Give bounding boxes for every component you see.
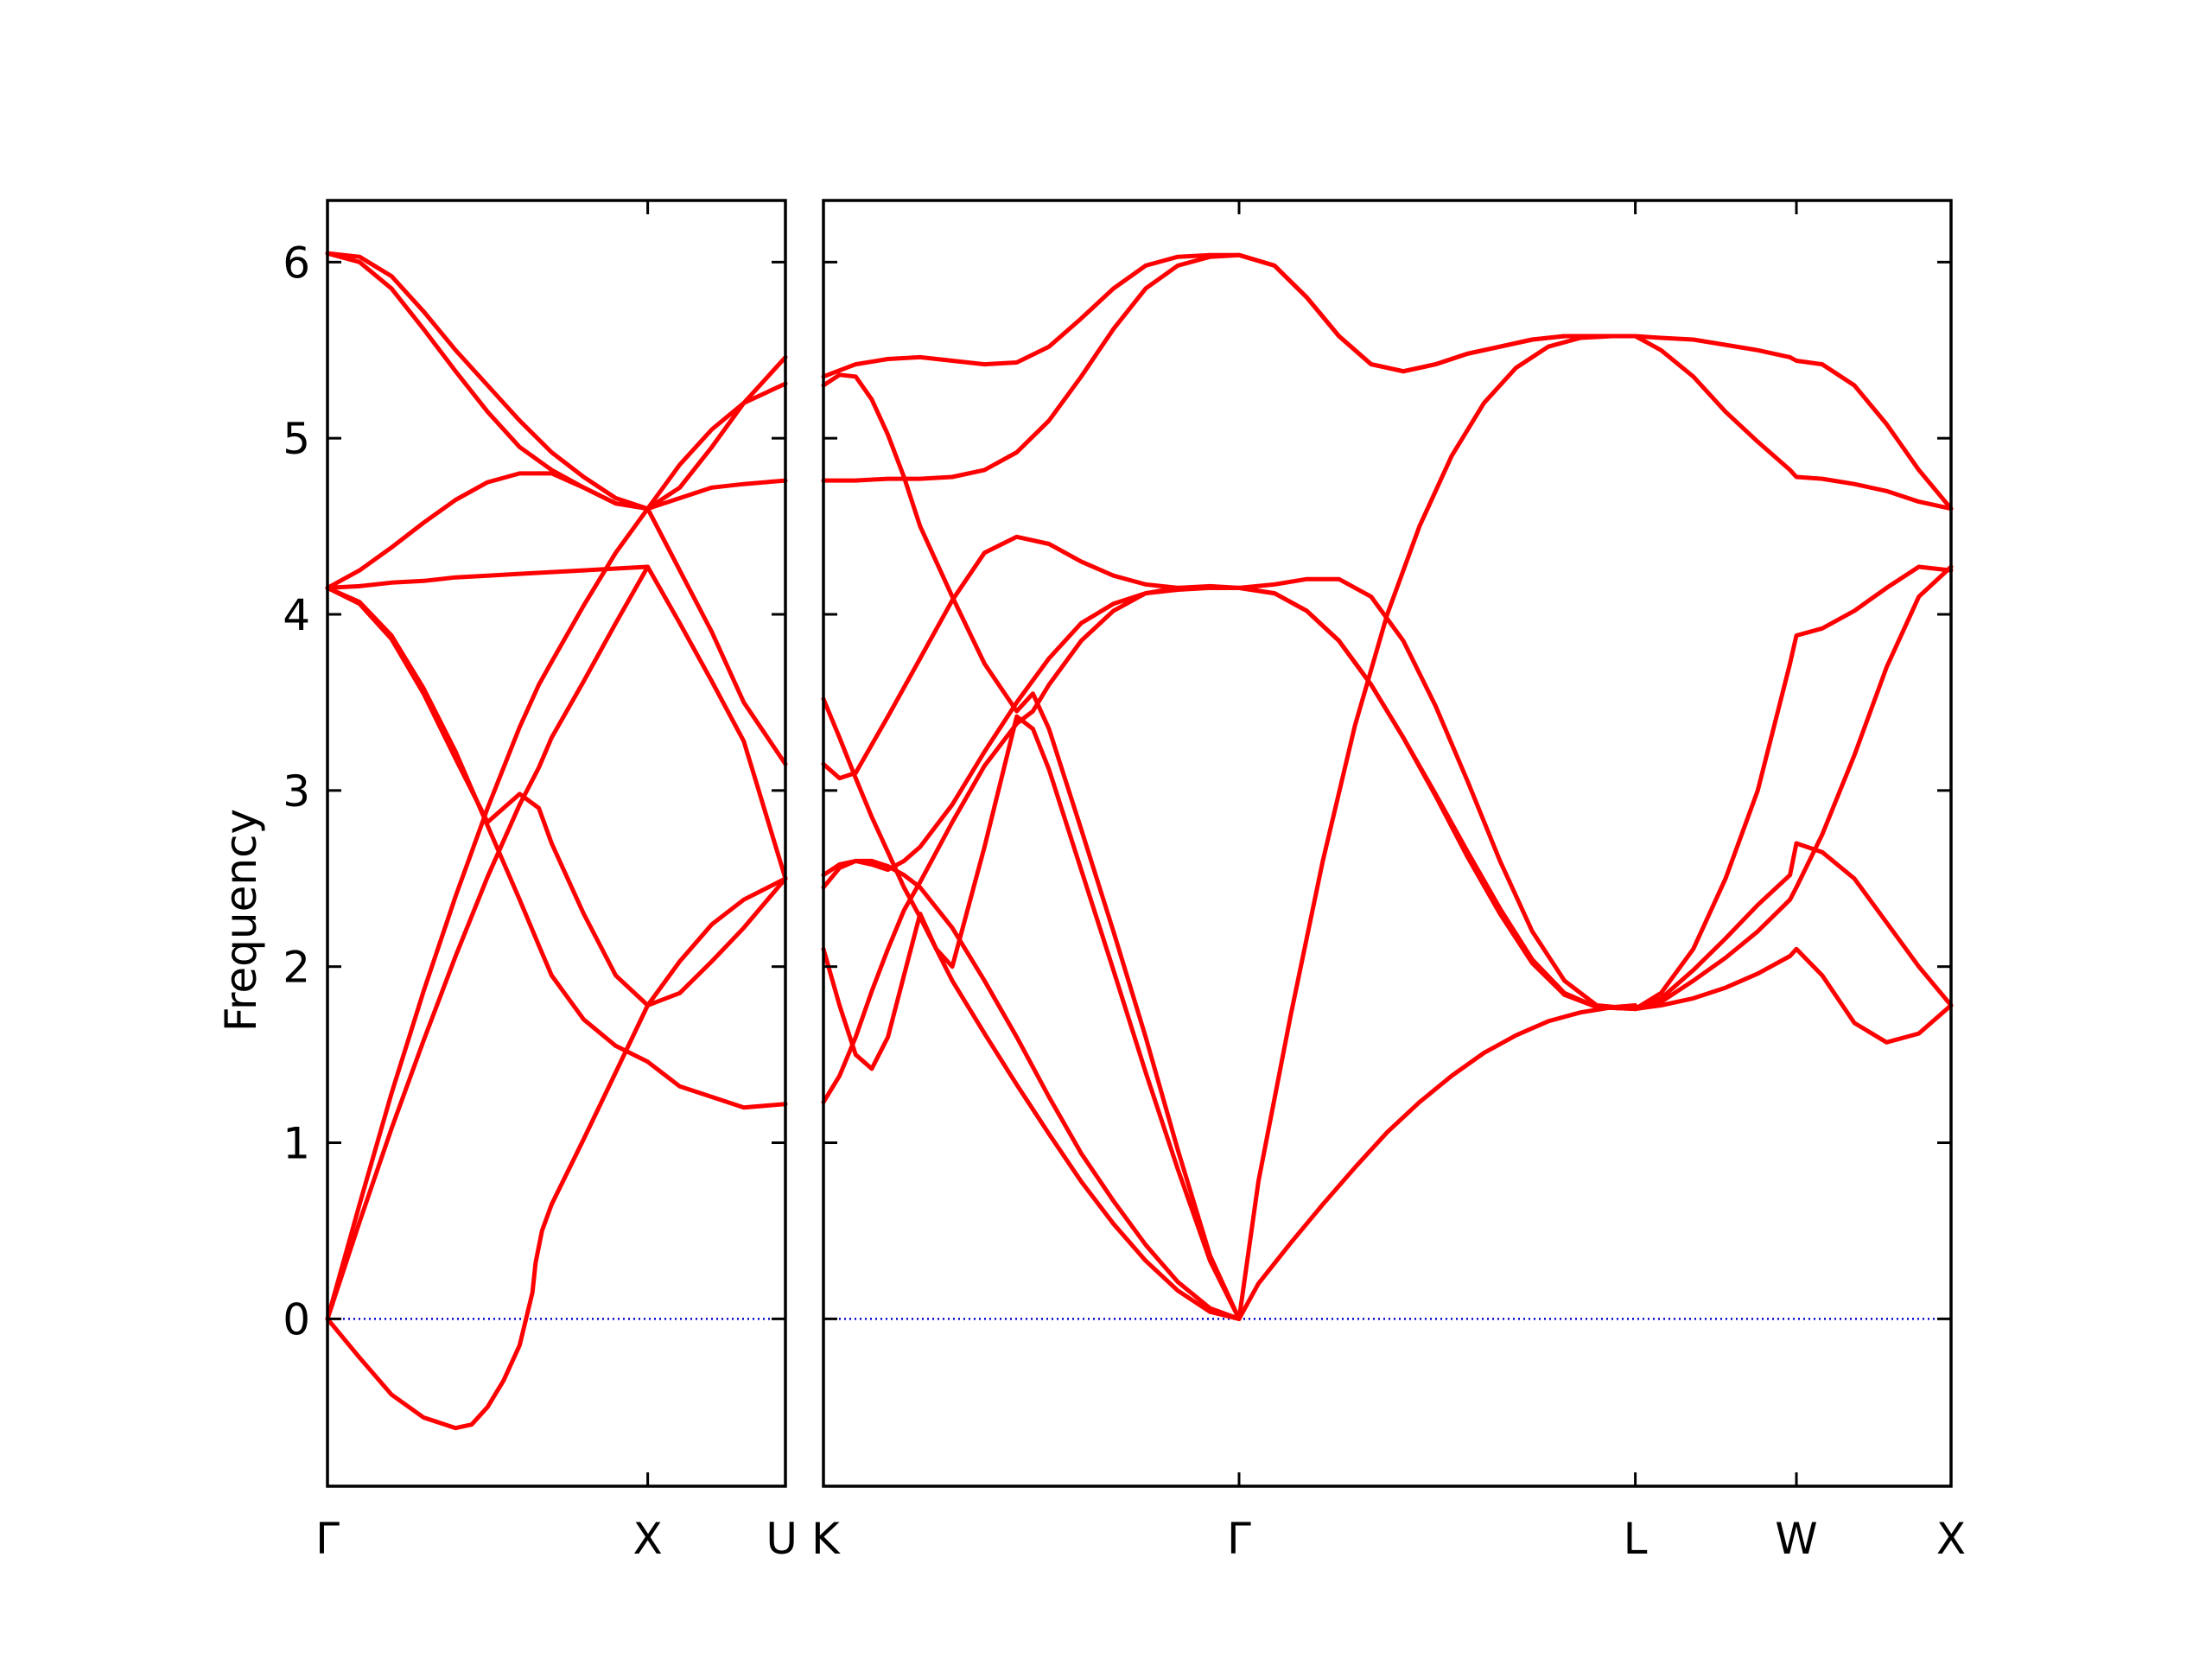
band-line-right-7 xyxy=(821,583,1638,1105)
band-line-right-17 xyxy=(1633,946,1954,1045)
band-line-left-2 xyxy=(325,564,788,1321)
y-tick-label: 3 xyxy=(283,766,310,817)
band-line-right-14 xyxy=(1633,564,1954,1012)
y-tick-label: 1 xyxy=(283,1119,310,1169)
band-line-right-4 xyxy=(821,372,1242,1321)
x-tick-label: W xyxy=(1775,1514,1817,1564)
band-line-right-11 xyxy=(821,252,1638,379)
x-tick-label: X xyxy=(632,1514,662,1564)
band-line-left-4 xyxy=(325,585,788,1110)
x-tick-label: Γ xyxy=(315,1514,340,1564)
band-line-right-2 xyxy=(821,912,1242,1321)
band-line-right-12 xyxy=(1633,334,1954,512)
x-tick-label: L xyxy=(1624,1514,1648,1564)
y-tick-label: 5 xyxy=(283,414,310,464)
band-line-left-3 xyxy=(325,381,788,1321)
band-line-right-13 xyxy=(1633,334,1954,512)
y-tick-label: 6 xyxy=(283,238,310,288)
band-line-left-6 xyxy=(325,564,651,590)
band-line-right-9 xyxy=(821,534,1638,1012)
band-line-right-5 xyxy=(1236,1003,1638,1321)
band-line-left-5 xyxy=(325,585,788,1007)
band-line-right-16 xyxy=(1633,564,1954,1012)
x-tick-label: Γ xyxy=(1227,1514,1251,1564)
band-line-left-7 xyxy=(325,471,788,590)
y-tick-label: 0 xyxy=(283,1294,310,1344)
band-line-left-8 xyxy=(325,251,788,512)
plot-frame xyxy=(822,199,1953,1488)
y-tick-label: 4 xyxy=(283,590,310,640)
left-panel: 0 1 2 3 4 5 6 Γ X U xyxy=(283,199,798,1564)
x-tick-label: K xyxy=(811,1514,841,1564)
x-tick-label: U xyxy=(766,1514,798,1564)
band-line-right-6 xyxy=(1236,334,1638,1321)
band-line-left-1 xyxy=(325,876,788,1431)
band-line-right-3 xyxy=(821,696,1242,1321)
band-line-right-8 xyxy=(821,585,1638,1012)
plot-frame xyxy=(326,199,787,1488)
band-line-right-15 xyxy=(1633,841,1954,1012)
band-line-left-9 xyxy=(325,251,788,766)
y-axis-label: Frequency xyxy=(216,809,266,1032)
y-tick-label: 2 xyxy=(283,943,310,993)
band-line-right-1 xyxy=(821,858,1242,1321)
x-tick-label: X xyxy=(1936,1514,1966,1564)
